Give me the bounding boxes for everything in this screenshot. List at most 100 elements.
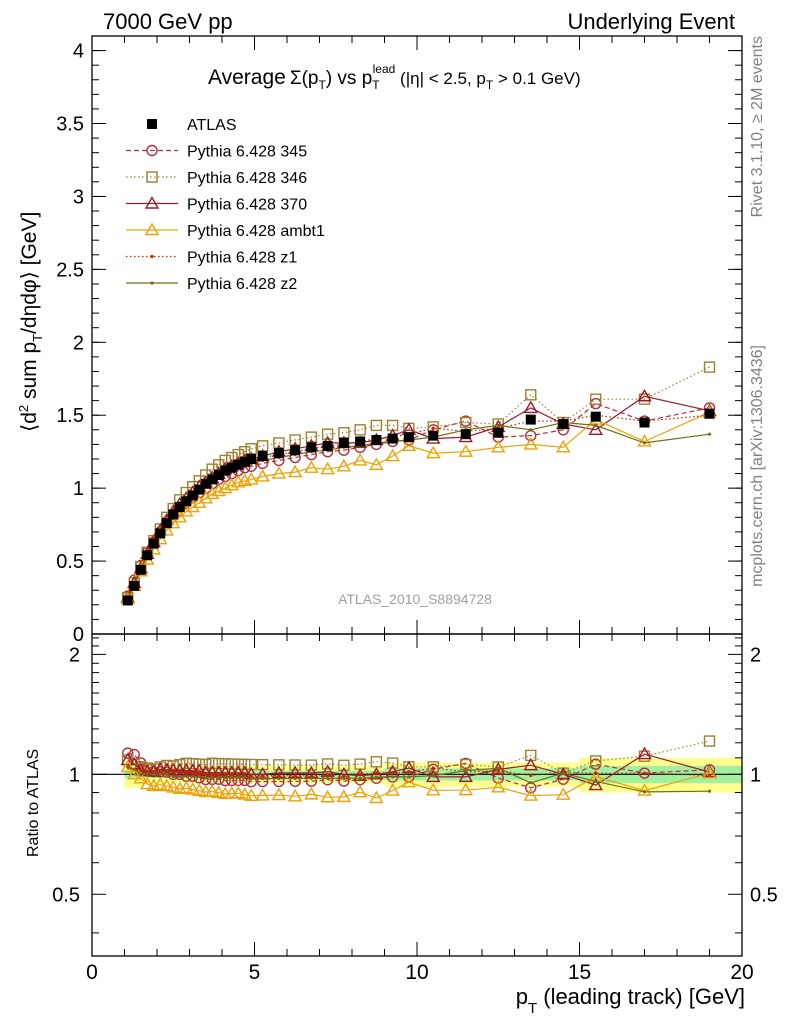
data-point — [205, 486, 220, 500]
data-point — [529, 428, 533, 432]
main-y-tick-label: 2 — [73, 332, 84, 354]
data-point — [523, 400, 538, 414]
data-point — [588, 422, 603, 436]
ratio-point — [407, 770, 411, 774]
ratio-point — [588, 777, 603, 791]
data-point — [273, 448, 284, 459]
ratio-point — [205, 784, 220, 797]
data-point — [287, 464, 303, 478]
ratio-point — [206, 757, 218, 769]
data-point — [232, 448, 244, 461]
ratio-y-tick-label-right: 0.5 — [750, 884, 778, 906]
ratio-y-tick-label-left: 1 — [69, 764, 80, 786]
ratio-point — [159, 778, 174, 792]
ratio-point — [496, 766, 500, 770]
ratio-point — [165, 770, 169, 774]
data-point — [403, 432, 414, 443]
ratio-point — [197, 774, 201, 778]
data-point — [168, 509, 179, 520]
data-point — [305, 431, 318, 443]
ratio-point — [140, 776, 155, 790]
ratio-point — [523, 757, 538, 771]
ratio-point — [192, 783, 207, 797]
ratio-point — [180, 757, 192, 769]
data-point — [370, 419, 383, 432]
legend-label: Pythia 6.428 345 — [187, 144, 307, 161]
series-line — [127, 402, 710, 597]
main-series-group — [120, 361, 717, 606]
data-point — [257, 451, 268, 462]
data-point — [142, 550, 153, 561]
ratio-point — [178, 774, 182, 778]
ratio-point — [594, 779, 598, 784]
ratio-point — [178, 770, 182, 774]
data-point — [233, 459, 244, 470]
main-y-tick-label: 4 — [73, 41, 84, 63]
ratio-point — [496, 769, 500, 773]
data-point — [181, 496, 192, 507]
data-point — [246, 453, 257, 464]
ratio-point — [326, 776, 330, 781]
data-point — [523, 436, 538, 450]
ratio-point — [249, 777, 253, 781]
ratio-point — [122, 747, 134, 759]
legend-marker — [150, 281, 154, 285]
rivet-label: Rivet 3.1.10, ≥ 2M events — [749, 36, 766, 217]
data-point — [336, 458, 352, 472]
ratio-point — [197, 770, 201, 775]
ratio-point — [243, 772, 247, 776]
ratio-point — [321, 758, 334, 770]
data-point — [185, 499, 200, 513]
data-point — [213, 470, 224, 481]
ratio-point — [273, 759, 285, 771]
data-point — [187, 490, 198, 501]
data-point — [224, 477, 239, 491]
data-point — [401, 438, 417, 452]
legend-marker — [146, 171, 158, 183]
ratio-point — [320, 764, 335, 777]
ratio-point — [523, 788, 538, 801]
ratio-point — [407, 775, 411, 779]
plot-title: Average Σ(pT) vs pTlead (|η| < 2.5, pT > … — [208, 62, 581, 92]
x-tick-label: 15 — [568, 961, 591, 984]
data-point — [637, 388, 652, 402]
legend-label: Pythia 6.428 370 — [187, 197, 307, 214]
ratio-point — [231, 785, 246, 799]
ratio-point — [200, 758, 212, 771]
ratio-point — [213, 757, 225, 770]
data-point — [161, 518, 172, 529]
ratio-point — [132, 767, 136, 771]
ratio-point — [255, 788, 270, 801]
data-point — [239, 445, 251, 458]
data-point — [385, 448, 400, 462]
legend-label: Pythia 6.428 z1 — [187, 250, 297, 267]
ratio-point — [191, 770, 195, 775]
data-point — [556, 439, 571, 453]
ratio-point — [204, 776, 208, 780]
ratio-point — [191, 774, 195, 778]
ratio-point — [707, 773, 712, 778]
data-point — [431, 426, 435, 430]
main-y-tick-label: 3 — [73, 186, 84, 208]
ratio-point — [590, 755, 602, 767]
ratio-point — [217, 772, 221, 776]
x-axis-label: pT (leading track) [GeV] — [516, 984, 745, 1017]
data-point — [639, 417, 650, 428]
ratio-point — [431, 766, 435, 770]
data-point — [271, 466, 287, 479]
ratio-point — [261, 777, 265, 781]
data-point — [306, 442, 317, 453]
ratio-y-tick-label-right: 1 — [750, 764, 761, 786]
data-point — [460, 429, 471, 440]
ratio-point — [309, 774, 313, 778]
ratio-y-tick-label-right: 2 — [750, 644, 761, 666]
ratio-point — [230, 772, 234, 776]
data-point — [355, 436, 366, 447]
data-point — [321, 428, 334, 440]
data-point — [290, 445, 301, 456]
main-axis-ticks: 0 0.5 1 1.5 2 2.5 3 3.5 4 — [56, 36, 743, 646]
data-point — [220, 465, 231, 476]
ratio-point — [464, 768, 468, 773]
x-tick-label: 10 — [405, 961, 428, 984]
series-pythia-6-428-z1 — [126, 413, 712, 601]
